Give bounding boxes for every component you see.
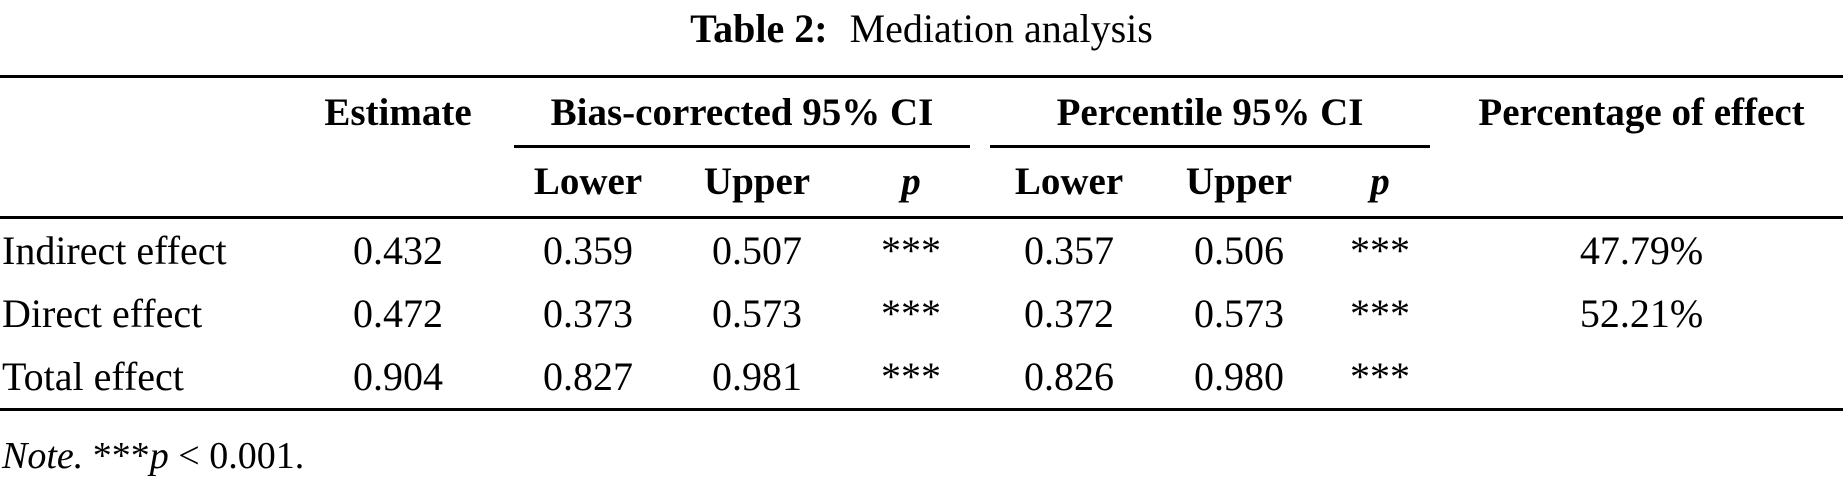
table-row-total-effect: Total effect 0.904 0.827 0.981 *** 0.826… — [0, 345, 1843, 411]
header-empty-cell — [0, 77, 292, 148]
col-header-percentage-of-effect: Percentage of effect — [1478, 91, 1805, 135]
header-row-groups: Estimate Bias-corrected 95% CI Percentil… — [0, 77, 1843, 148]
col-header-pc-p: p — [1320, 147, 1441, 219]
bc-lower-value: 0.359 — [543, 227, 633, 273]
header-empty-cell — [1440, 147, 1843, 219]
pc-upper-value: 0.980 — [1158, 345, 1320, 411]
bc-p-stars: *** — [881, 227, 941, 273]
table-row-indirect-effect: Indirect effect 0.432 0.359 0.507 *** 0.… — [0, 218, 1843, 282]
table-caption-number: Table 2: — [690, 6, 828, 51]
col-group-percentile-ci: Percentile 95% CI — [980, 77, 1440, 148]
estimate-value: 0.432 — [353, 227, 443, 273]
percentage-value — [1440, 345, 1843, 411]
header-empty-cell — [292, 147, 504, 219]
bc-lower-value: 0.827 — [504, 345, 672, 411]
col-header-bc-p: p — [842, 147, 980, 219]
col-header-pc-lower: Lower — [980, 147, 1158, 219]
bc-upper-value: 0.981 — [672, 345, 842, 411]
footnote-p-symbol: p — [149, 435, 169, 477]
percentage-value: 52.21% — [1579, 291, 1704, 336]
col-header-pc-upper: Upper — [1158, 147, 1320, 219]
percentage-value: 47.79% — [1579, 227, 1704, 273]
bc-lower-value: 0.373 — [543, 291, 633, 336]
pc-lower-value: 0.372 — [1024, 291, 1114, 336]
col-header-bc-lower: Lower — [504, 147, 672, 219]
pc-upper-value: 0.506 — [1194, 227, 1284, 273]
bc-upper-value: 0.573 — [712, 291, 802, 336]
mediation-analysis-table: Estimate Bias-corrected 95% CI Percentil… — [0, 75, 1843, 411]
table-caption: Table 2: Mediation analysis — [0, 0, 1843, 75]
col-header-bc-upper: Upper — [672, 147, 842, 219]
col-header-estimate: Estimate — [324, 91, 472, 135]
pc-upper-value: 0.573 — [1194, 291, 1284, 336]
bc-upper-value: 0.507 — [712, 227, 802, 273]
footnote-note-label: Note. — [2, 435, 84, 477]
pc-lower-value: 0.826 — [980, 345, 1158, 411]
header-row-subcolumns: Lower Upper p Lower Upper p — [0, 147, 1843, 219]
table-footnote: Note. ***p < 0.001. — [0, 435, 1843, 479]
table-row-direct-effect: Direct effect 0.472 0.373 0.573 *** 0.37… — [0, 282, 1843, 346]
row-label: Total effect — [0, 345, 292, 411]
row-label: Indirect effect — [2, 227, 227, 273]
col-group-bias-corrected-ci: Bias-corrected 95% CI — [504, 77, 980, 148]
estimate-value: 0.904 — [292, 345, 504, 411]
footnote-threshold: < 0.001. — [168, 435, 305, 477]
bc-p-stars: *** — [881, 291, 941, 336]
pc-p-stars: *** — [1320, 345, 1441, 411]
header-empty-cell — [0, 147, 292, 219]
bc-p-stars: *** — [842, 345, 980, 411]
pc-p-stars: *** — [1350, 227, 1410, 273]
table-caption-title: Mediation analysis — [849, 6, 1153, 51]
estimate-value: 0.472 — [353, 291, 443, 336]
pc-lower-value: 0.357 — [1024, 227, 1114, 273]
pc-p-stars: *** — [1350, 291, 1410, 336]
row-label: Direct effect — [2, 291, 203, 336]
footnote-stars: *** — [83, 435, 150, 477]
